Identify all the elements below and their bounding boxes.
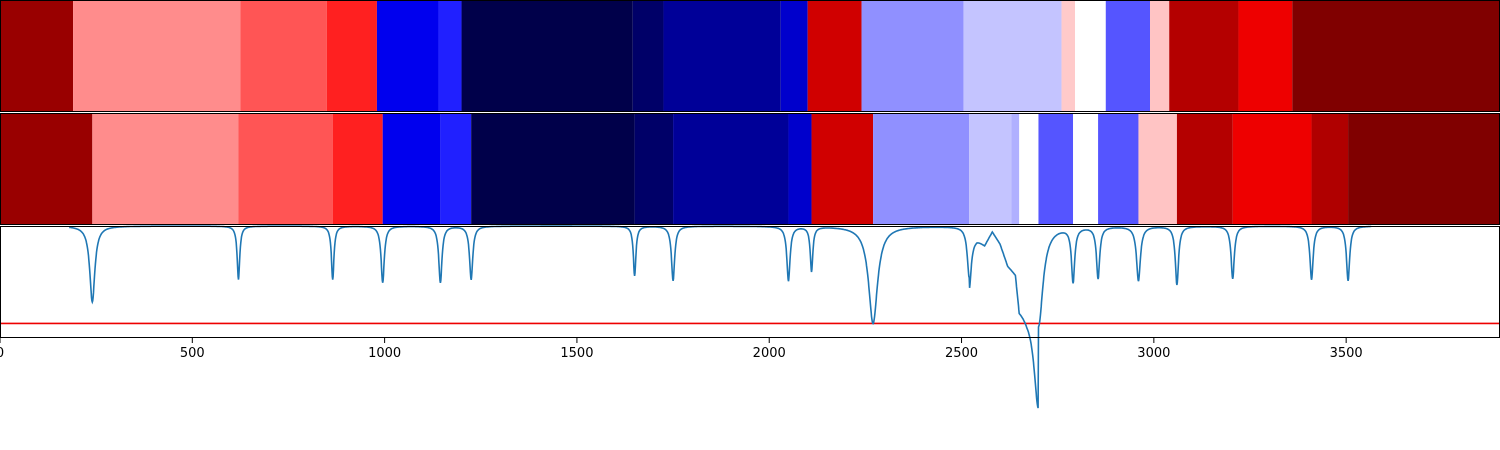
middle-segments-segment-19: [1176, 113, 1233, 225]
middle-segments-segment-3: [332, 113, 383, 225]
middle-segments-panel: [0, 113, 1500, 225]
middle-segments-segment-8: [673, 113, 789, 225]
middle-segments-segment-7: [634, 113, 674, 225]
middle-segments-segment-20: [1232, 113, 1312, 225]
top-segments-segment-11: [861, 0, 964, 112]
middle-segments-segment-10: [811, 113, 874, 225]
top-segments-segment-9: [780, 0, 808, 112]
middle-segments-segment-6: [471, 113, 635, 225]
top-segments-segment-3: [326, 0, 377, 112]
x-tick-label-500: 500: [180, 346, 205, 361]
x-tick-label-3000: 3000: [1137, 346, 1170, 361]
top-segments-segment-14: [1075, 0, 1106, 112]
top-segments-segment-0: [0, 0, 74, 112]
middle-segments-segment-16: [1073, 113, 1099, 225]
top-segments-segment-12: [963, 0, 1062, 112]
x-tick-label-3500: 3500: [1330, 346, 1363, 361]
top-segments-segment-7: [632, 0, 664, 112]
middle-segments-segment-0: [0, 113, 93, 225]
middle-segments-segment-12: [969, 113, 1012, 225]
middle-segments-segment-1: [92, 113, 239, 225]
x-tick-label-1500: 1500: [560, 346, 593, 361]
x-tick-label-1000: 1000: [368, 346, 401, 361]
top-segments-segment-5: [438, 0, 462, 112]
middle-segments-segment-21: [1311, 113, 1349, 225]
signal-panel-background: [0, 226, 1500, 338]
top-segments-panel: [0, 0, 1500, 112]
middle-segments-segment-13: [1011, 113, 1020, 225]
middle-segments-segment-15: [1038, 113, 1074, 225]
top-segments-segment-19: [1292, 0, 1500, 112]
top-segments-segment-15: [1105, 0, 1150, 112]
middle-segments-segment-9: [788, 113, 812, 225]
middle-segments-segment-4: [382, 113, 441, 225]
middle-segments-segment-18: [1138, 113, 1177, 225]
signal-panel: [0, 225, 1500, 409]
middle-segments-segment-5: [440, 113, 472, 225]
top-segments-segment-17: [1169, 0, 1239, 112]
top-segments-segment-18: [1238, 0, 1293, 112]
x-tick-label-2500: 2500: [945, 346, 978, 361]
middle-segments-segment-11: [873, 113, 970, 225]
middle-segments-segment-17: [1098, 113, 1139, 225]
top-segments-segment-8: [663, 0, 781, 112]
top-segments-segment-16: [1150, 0, 1170, 112]
x-axis: 0 500 1000 1500 2000 2500 3000 3500: [0, 338, 1363, 361]
middle-segments-segment-2: [238, 113, 333, 225]
top-segments-segment-10: [807, 0, 862, 112]
x-tick-label-0: 0: [0, 346, 4, 361]
top-segments-segment-2: [240, 0, 327, 112]
middle-segments-segment-14: [1019, 113, 1039, 225]
top-segments-segment-13: [1061, 0, 1075, 112]
x-tick-label-2000: 2000: [753, 346, 786, 361]
top-segments-segment-4: [376, 0, 439, 112]
top-segments-segment-1: [73, 0, 241, 112]
middle-segments-segment-22: [1348, 113, 1500, 225]
top-segments-segment-6: [461, 0, 633, 112]
